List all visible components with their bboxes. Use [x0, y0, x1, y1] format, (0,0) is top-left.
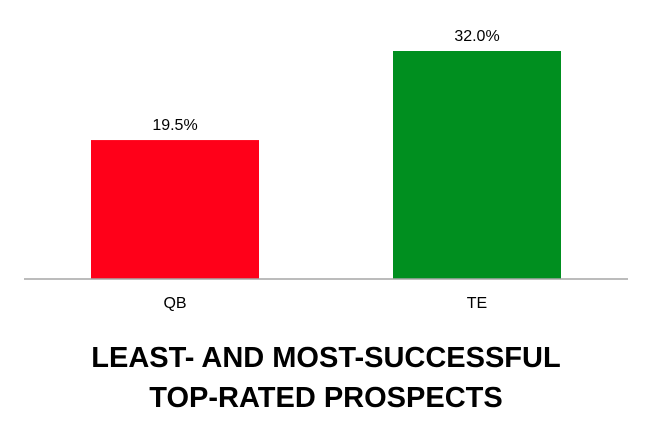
tick-label-qb: QB	[163, 295, 186, 312]
chart-title-line-1: LEAST- AND MOST-SUCCESSFUL	[91, 342, 561, 374]
data-label-te: 32.0%	[454, 28, 499, 45]
bar-te	[393, 51, 561, 279]
data-label-qb: 19.5%	[152, 117, 197, 134]
bars-group	[91, 51, 561, 279]
tick-label-te: TE	[467, 295, 487, 312]
bar-qb	[91, 140, 259, 279]
chart-title-line-2: TOP-RATED PROSPECTS	[149, 382, 503, 414]
labels-group: 19.5% QB 32.0% TE	[152, 28, 499, 312]
